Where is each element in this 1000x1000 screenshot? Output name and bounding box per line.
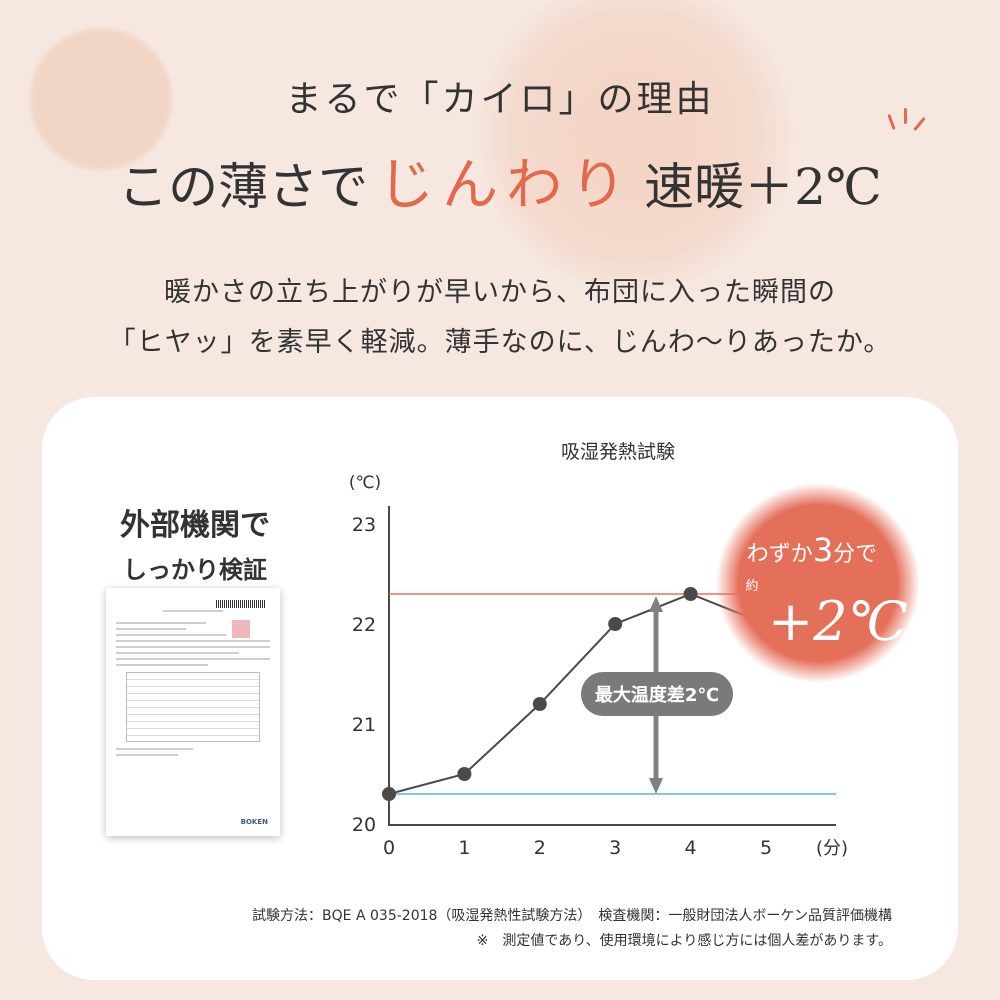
heading-line1: まるで「カイロ」の理由 bbox=[285, 79, 715, 120]
lead-line1: 暖かさの立ち上がりが早いから、布団に入った瞬間の bbox=[164, 277, 836, 308]
x-tick-label: 0 bbox=[383, 837, 395, 859]
heading-pre: この薄さで bbox=[118, 158, 369, 216]
heading-line2: この薄さで じんわり 速暖＋2℃ bbox=[0, 140, 1000, 221]
lead-line2: 「ヒヤッ」を素早く軽減。薄手なのに、じんわ〜りあったか。 bbox=[108, 327, 892, 358]
data-point bbox=[683, 587, 698, 601]
y-tick-label: 22 bbox=[352, 614, 376, 636]
x-tick-label: 5 bbox=[760, 837, 772, 859]
decor-circle bbox=[30, 28, 172, 170]
side-title-line2: しっかり検証 bbox=[123, 555, 267, 584]
badge-line1: わずか3分で bbox=[747, 531, 877, 569]
report-table bbox=[126, 672, 260, 742]
badge-prefix: 約 bbox=[745, 579, 758, 594]
data-point bbox=[532, 697, 547, 711]
lead-text: 暖かさの立ち上がりが早いから、布団に入った瞬間の「ヒヤッ」を素早く軽減。薄手なの… bbox=[0, 268, 1000, 368]
y-tick-label: 23 bbox=[352, 514, 376, 536]
x-tick-label: 3 bbox=[609, 837, 621, 859]
data-point bbox=[608, 617, 623, 631]
y-axis-label: (℃) bbox=[349, 473, 381, 493]
stamp bbox=[232, 620, 250, 638]
test-report-image: BOKEN bbox=[106, 588, 280, 836]
badge-value: +2℃ bbox=[768, 590, 908, 653]
x-tick-label: 1 bbox=[458, 837, 470, 859]
chart-title: 吸湿発熱試験 bbox=[561, 441, 675, 463]
barcode bbox=[216, 600, 266, 608]
data-point bbox=[382, 787, 396, 801]
side-title-line1: 外部機関で bbox=[120, 508, 270, 543]
callout-pill bbox=[581, 672, 733, 716]
y-tick-label: 21 bbox=[352, 714, 376, 736]
heading-accent: じんわり bbox=[378, 153, 635, 218]
side-title: 外部機関でしっかり検証 bbox=[100, 500, 290, 585]
data-point bbox=[457, 767, 472, 781]
callout-text: 最大温度差2℃ bbox=[595, 684, 719, 706]
test-method-note: 試験方法：BQE A 035-2018（吸湿発熱性試験方法） 検査機関：一般財団… bbox=[252, 908, 892, 924]
x-axis-label: (分) bbox=[816, 838, 848, 859]
x-tick-label: 2 bbox=[534, 837, 546, 859]
badge-circle bbox=[716, 483, 920, 683]
y-tick-label: 20 bbox=[352, 814, 376, 836]
boken-logo: BOKEN bbox=[240, 818, 268, 826]
disclaimer-note: ※ 測定値であり、使用環境により感じ方には個人差があります。 bbox=[476, 933, 892, 949]
sparkle-icon bbox=[887, 108, 928, 138]
x-tick-label: 4 bbox=[685, 837, 697, 859]
decor-glow bbox=[470, 0, 800, 290]
series-line bbox=[388, 592, 767, 795]
heading-post: 速暖＋2℃ bbox=[644, 158, 882, 216]
